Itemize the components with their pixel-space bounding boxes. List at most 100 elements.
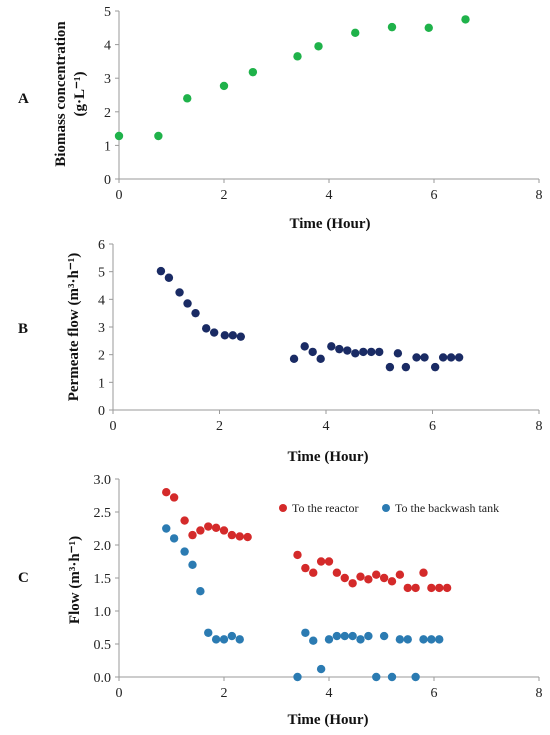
data-point-b (175, 288, 184, 297)
panel-a: A Biomass concentration (g·L⁻¹) Time (Ho… (18, 5, 543, 232)
data-point-c-s1 (227, 530, 237, 540)
data-point-b (220, 331, 230, 340)
data-point-c-s2 (301, 628, 310, 637)
data-point-b (236, 332, 245, 341)
data-point-b (308, 347, 317, 357)
y-axis-title-b: Permeate flow (m³·h⁻¹) (66, 253, 82, 402)
plot-area-a: 0 1 2 3 4 5 0 2 4 6 8 (104, 5, 543, 203)
data-point-c-s2 (435, 635, 444, 644)
data-point-c-s1 (427, 583, 436, 593)
data-point-c-s2 (387, 672, 397, 682)
data-point-c-s2 (356, 635, 365, 644)
panel-label-b: B (18, 321, 28, 337)
data-point-c-s2 (411, 672, 420, 682)
data-point-c-s1 (332, 568, 342, 577)
legend-marker (279, 504, 287, 512)
panel-label-a: A (18, 91, 29, 107)
x-tick-label: 6 (431, 188, 438, 203)
data-point-b (300, 342, 309, 351)
data-point-c-s2 (188, 560, 197, 569)
y-tick-label: 3 (98, 321, 105, 336)
data-point-c-s2 (169, 534, 179, 543)
data-point-c-s2 (364, 631, 373, 641)
panel-label-c: C (18, 570, 29, 586)
data-point-c-s1 (348, 579, 357, 588)
data-point-b (156, 266, 166, 276)
x-tick-label: 2 (221, 686, 228, 701)
data-point-c-s1 (196, 526, 205, 535)
data-point-b (359, 347, 368, 357)
data-point-b (430, 362, 440, 372)
data-point-c-s2 (316, 664, 326, 674)
y-axis-unit-a: (g·L⁻¹) (72, 72, 88, 117)
data-point-b (375, 347, 384, 357)
data-point-c-s1 (442, 583, 452, 593)
y-tick-label: 3.0 (94, 473, 112, 488)
x-tick-label: 4 (326, 686, 333, 701)
data-point-c-s1 (162, 488, 171, 497)
data-point-c-s1 (188, 530, 197, 540)
data-point-c-s2 (180, 547, 189, 556)
data-point-b (438, 353, 448, 362)
data-point-b (401, 362, 411, 372)
y-tick-label: 5 (104, 5, 111, 20)
data-point-b (412, 353, 421, 362)
data-point-b (191, 308, 200, 318)
x-tick-label: 0 (116, 686, 123, 701)
data-point-c-s1 (243, 532, 252, 542)
data-point-c-s2 (219, 635, 229, 644)
data-point-c-s1 (411, 583, 420, 593)
data-point-a (461, 15, 470, 24)
x-axis-title-b: Time (Hour) (288, 449, 369, 465)
data-point-c-s2 (348, 631, 357, 641)
y-tick-label: 1.0 (94, 605, 112, 620)
data-point-a (248, 67, 258, 77)
panel-b: B Permeate flow (m³·h⁻¹) Time (Hour) 0 1 2… (18, 238, 543, 465)
data-point-c-s2 (211, 635, 221, 644)
legend-entry-label: To the backwash tank (395, 501, 499, 515)
plot-area-b: 0 1 2 3 4 5 6 0 2 4 6 8 (98, 238, 543, 434)
data-point-b (454, 353, 464, 362)
data-point-c-s1 (395, 570, 405, 579)
data-point-c-s1 (293, 550, 302, 560)
data-point-c-s1 (387, 577, 397, 586)
data-point-a (387, 22, 397, 32)
x-tick-label: 8 (536, 686, 543, 701)
data-point-c-s1 (309, 568, 318, 577)
data-point-c-s2 (395, 635, 405, 644)
y-axis-title-c: Flow (m³·h⁻¹) (67, 536, 83, 624)
data-point-c-s2 (403, 635, 412, 644)
data-point-c-s2 (340, 631, 349, 641)
x-axis-title-a: Time (Hour) (290, 216, 371, 232)
data-point-a (114, 131, 124, 141)
data-point-b (393, 349, 403, 358)
y-tick-label: 4 (98, 293, 105, 308)
data-point-c-s1 (235, 532, 244, 541)
data-point-c-s1 (316, 557, 326, 566)
x-tick-label: 8 (536, 419, 543, 434)
data-point-c-s1 (340, 573, 349, 583)
data-point-b (420, 353, 429, 362)
data-point-c-s1 (324, 557, 334, 566)
data-point-c-s1 (180, 516, 189, 525)
data-point-c-s1 (219, 526, 229, 535)
y-tick-label: 3 (104, 72, 111, 87)
data-point-c-s2 (332, 631, 342, 641)
y-tick-label: 1.5 (94, 572, 112, 587)
x-tick-label: 6 (431, 686, 438, 701)
x-axis-title-c: Time (Hour) (288, 712, 369, 728)
data-point-c-s1 (379, 573, 389, 583)
data-point-a (219, 81, 229, 91)
y-tick-label: 0.0 (94, 671, 112, 686)
x-tick-label: 0 (110, 419, 117, 434)
data-point-b (343, 346, 352, 355)
x-tick-label: 2 (216, 419, 223, 434)
data-point-c-s1 (204, 522, 213, 531)
data-point-c-s2 (162, 524, 171, 533)
data-point-c-s1 (211, 523, 221, 533)
data-point-c-s2 (235, 635, 244, 644)
y-tick-label: 2 (104, 106, 111, 121)
data-point-c-s1 (403, 583, 412, 593)
data-point-b (351, 349, 360, 358)
